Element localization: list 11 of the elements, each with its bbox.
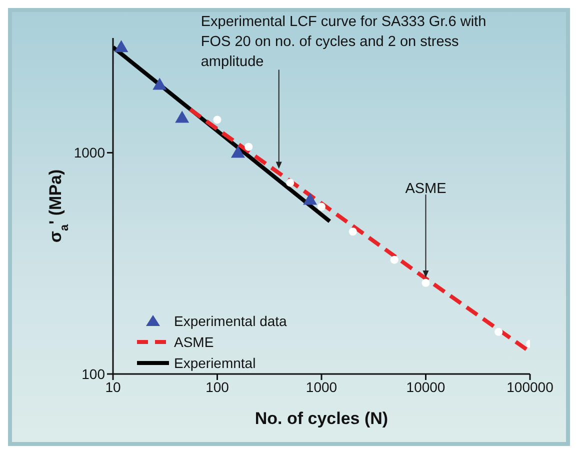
x-tick-label: 10000 [406,378,446,395]
x-tick-label: 10 [105,378,121,395]
annotation: Experimental LCF curve for SA333 Gr.6 with FOS 20 on no. of cycles and 2 on stress amplitude [200,12,488,72]
x-axis-title: No. of cycles (N) [254,409,388,428]
legend-label: Experiemntal [174,354,256,370]
legend-label: Experimental data [174,312,287,328]
annotation: ASME [404,180,448,199]
x-tick-label: 1000 [306,378,338,395]
legend-label: ASME [174,334,214,350]
x-tick-label: 100 [206,378,230,395]
x-tick-label: 100000 [506,378,554,395]
